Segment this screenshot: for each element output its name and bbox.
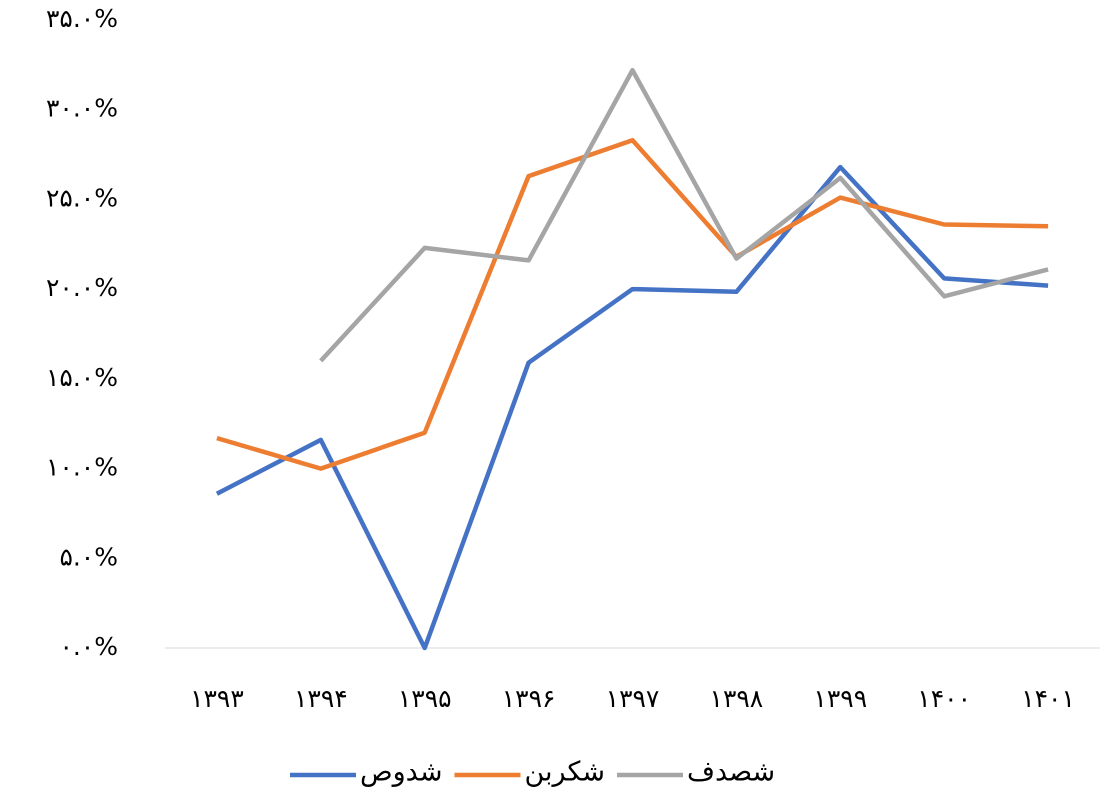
x-tick-label: ۱۳۹۶ xyxy=(502,684,556,713)
y-tick-label: ۱۰.۰% xyxy=(46,453,118,482)
y-tick-label: ۳۰.۰% xyxy=(46,94,118,123)
x-tick-label: ۱۳۹۵ xyxy=(398,684,452,713)
legend-label: شصدف xyxy=(687,757,775,788)
y-tick-label: ۰.۰% xyxy=(59,632,118,661)
y-tick-label: ۱۵.۰% xyxy=(46,363,118,392)
legend: شدوص شکربن شصدف xyxy=(290,757,775,788)
y-tick-label: ۵.۰% xyxy=(59,542,118,571)
x-tick-label: ۱۳۹۹ xyxy=(813,684,867,713)
legend-label: شکربن xyxy=(524,757,605,788)
x-tick-label: ۱۳۹۳ xyxy=(190,684,244,713)
legend-label: شدوص xyxy=(360,757,442,788)
x-tick-label: ۱۳۹۷ xyxy=(606,684,660,713)
x-tick-label: ۱۳۹۸ xyxy=(710,684,764,713)
series-line xyxy=(216,137,1049,471)
y-tick-label: ۲۵.۰% xyxy=(46,183,118,212)
y-tick-label: ۳۵.۰% xyxy=(46,4,118,33)
x-tick-label: ۱۳۹۴ xyxy=(294,684,348,713)
y-tick-label: ۲۰.۰% xyxy=(46,273,118,302)
series-line xyxy=(319,67,1049,363)
x-tick-label: ۱۴۰۰ xyxy=(917,684,971,713)
series-line xyxy=(215,164,1049,651)
x-tick-label: ۱۴۰۱ xyxy=(1021,684,1075,713)
